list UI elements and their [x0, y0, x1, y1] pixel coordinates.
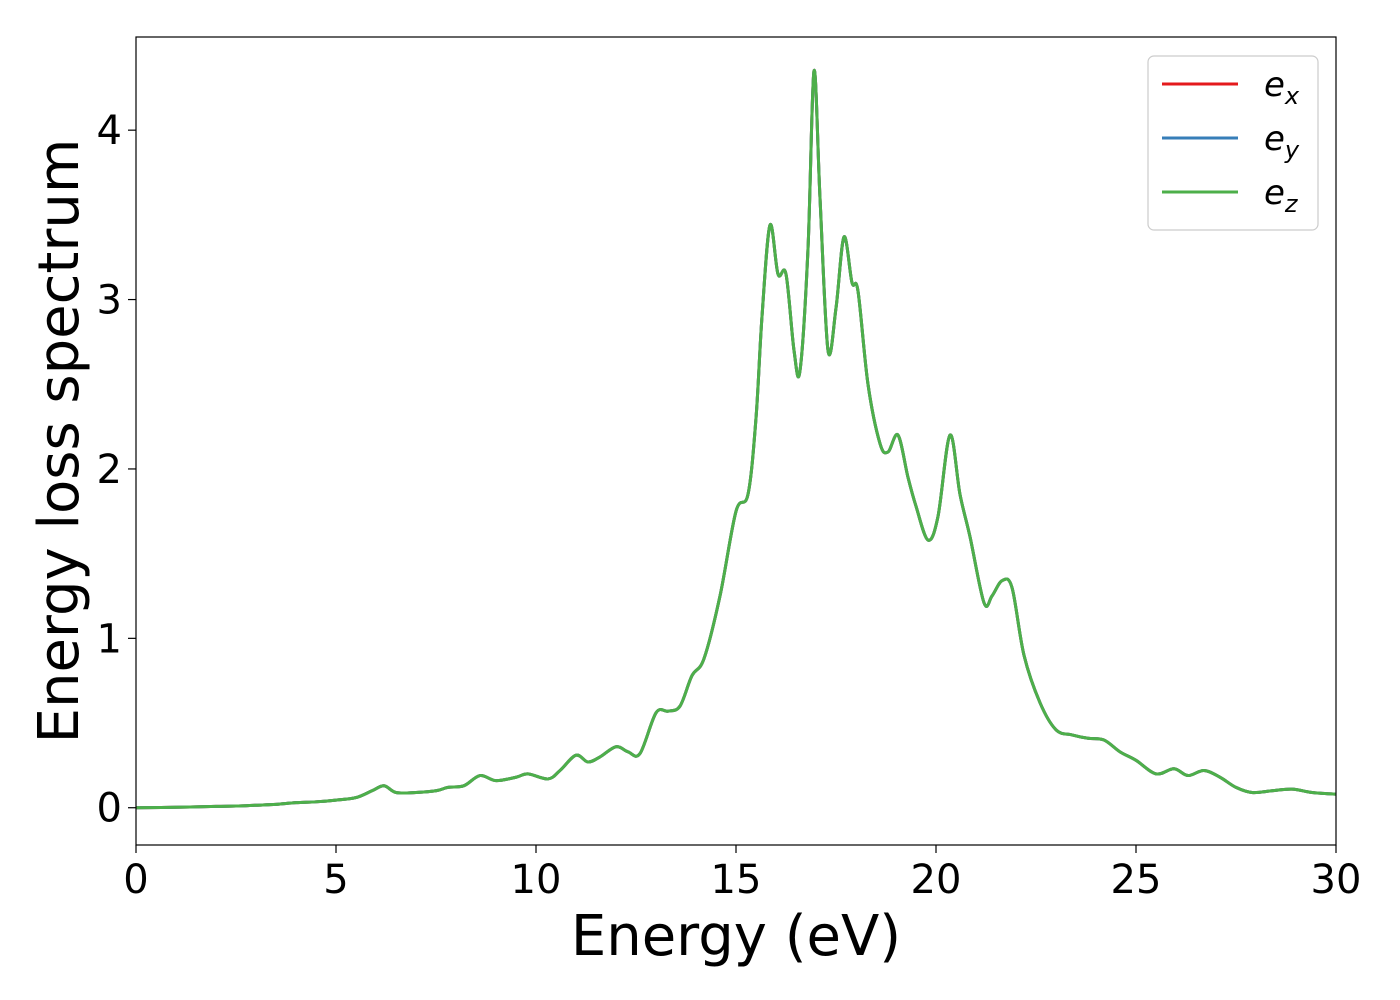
- x-axis: 0 5 10 15 20 25 30: [123, 845, 1361, 903]
- series-layer: [136, 69, 1336, 810]
- y-tick-label: 2: [97, 447, 122, 493]
- x-tick-label: 30: [1311, 857, 1362, 903]
- y-axis-label: Energy loss spectrum: [27, 139, 92, 744]
- y-tick-label: 1: [97, 616, 122, 662]
- y-axis: 0 1 2 3 4: [97, 108, 136, 832]
- y-tick-label: 3: [97, 278, 122, 324]
- y-tick-label: 0: [97, 786, 122, 832]
- x-tick-label: 5: [323, 857, 348, 903]
- x-tick-label: 15: [711, 857, 762, 903]
- y-tick-label: 4: [97, 108, 122, 154]
- x-axis-label: Energy (eV): [571, 904, 901, 969]
- x-tick-label: 20: [911, 857, 962, 903]
- x-tick-label: 25: [1111, 857, 1162, 903]
- legend-label-ex: ex: [1264, 65, 1300, 110]
- x-tick-label: 10: [511, 857, 562, 903]
- legend-box: [1147, 55, 1319, 231]
- legend-label-ey: ey: [1264, 119, 1300, 164]
- series-line-ez: [136, 69, 1336, 810]
- x-tick-label: 0: [123, 857, 148, 903]
